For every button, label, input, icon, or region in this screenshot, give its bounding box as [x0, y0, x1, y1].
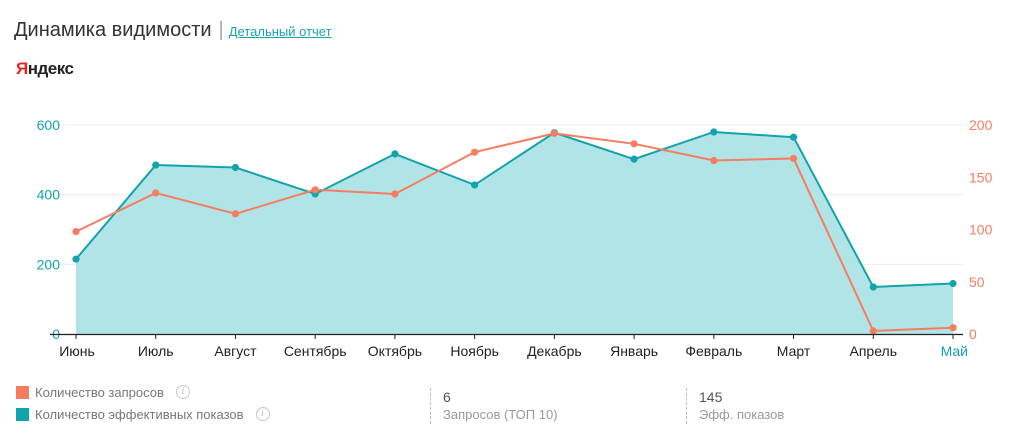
- yandex-logo-rest: ндекс: [27, 59, 74, 78]
- x-tick-label: Июль: [138, 343, 174, 359]
- x-tick-label: Декабрь: [527, 343, 582, 359]
- queries-point: [311, 186, 319, 194]
- page-title: Динамика видимости: [14, 18, 212, 41]
- legend-item-impressions[interactable]: Количество эффективных показов i: [16, 404, 270, 424]
- info-icon[interactable]: i: [255, 407, 270, 421]
- x-tick-label: Март: [777, 343, 811, 359]
- impressions-point: [869, 283, 877, 291]
- impressions-point: [231, 163, 240, 172]
- y-left-tick-label: 600: [37, 117, 61, 133]
- x-tick-label: Июнь: [59, 343, 95, 359]
- queries-point: [869, 327, 877, 335]
- queries-point: [471, 148, 479, 156]
- legend-item-queries[interactable]: Количество запросов i: [16, 382, 270, 402]
- detailed-report-link[interactable]: Детальный отчет: [228, 24, 332, 39]
- y-right-tick-label: 150: [969, 169, 993, 185]
- x-tick-label: Август: [214, 343, 257, 359]
- y-left-tick-label: 400: [37, 187, 61, 203]
- y-right-tick-label: 200: [969, 117, 993, 133]
- y-right-tick-label: 50: [969, 274, 985, 290]
- chart-header: Динамика видимости | Детальный отчет: [14, 14, 332, 46]
- title-separator: |: [218, 18, 224, 41]
- stat-effective-impressions: 145 Эфф. показов: [686, 388, 784, 424]
- queries-point: [231, 210, 240, 218]
- visibility-chart: 0200400600050100150200ИюньИюльАвгустСент…: [37, 117, 993, 359]
- impressions-point: [391, 150, 399, 158]
- queries-point: [391, 190, 399, 198]
- queries-point: [949, 324, 957, 332]
- impressions-point: [789, 133, 798, 141]
- impressions-point: [72, 255, 80, 263]
- impressions-point: [471, 181, 479, 189]
- yandex-logo-first-letter: Я: [16, 59, 28, 78]
- y-right-tick-label: 0: [969, 326, 977, 342]
- x-tick-label: Октябрь: [368, 343, 422, 359]
- queries-point: [630, 140, 638, 148]
- stat-value: 145: [699, 389, 723, 405]
- queries-point: [710, 156, 718, 165]
- impressions-line: [75, 130, 954, 289]
- stat-label: Запросов (ТОП 10): [443, 407, 558, 422]
- legend-swatch-queries: [16, 385, 29, 399]
- legend-label-impressions: Количество эффективных показов: [35, 406, 244, 422]
- impressions-point: [152, 161, 160, 169]
- info-icon[interactable]: i: [175, 385, 190, 399]
- x-tick-label: Февраль: [685, 343, 742, 359]
- impressions-area: [76, 131, 953, 334]
- queries-point: [72, 227, 80, 236]
- impressions-point: [949, 279, 957, 288]
- x-tick-label: Апрель: [850, 343, 898, 359]
- queries-line: [75, 132, 954, 332]
- stat-queries-top10: 6 Запросов (ТОП 10): [430, 388, 558, 424]
- queries-point: [550, 129, 558, 137]
- legend-label-queries: Количество запросов: [35, 384, 164, 400]
- impressions-point: [630, 155, 638, 163]
- queries-point: [152, 189, 160, 197]
- impressions-point: [710, 128, 718, 136]
- x-tick-label: Ноябрь: [450, 343, 499, 359]
- legend-swatch-impressions: [16, 407, 29, 421]
- chart-legend: Количество запросов i Количество эффекти…: [16, 382, 270, 426]
- x-tick-label: Январь: [610, 343, 658, 359]
- queries-point: [789, 154, 798, 163]
- y-right-tick-label: 100: [969, 222, 993, 238]
- yandex-logo: Яндекс: [16, 59, 74, 79]
- x-tick-label: Сентябрь: [284, 343, 347, 359]
- x-tick-label: Май: [941, 343, 968, 359]
- y-left-tick-label: 200: [37, 256, 61, 272]
- stat-label: Эфф. показов: [699, 407, 785, 422]
- stat-value: 6: [443, 389, 451, 405]
